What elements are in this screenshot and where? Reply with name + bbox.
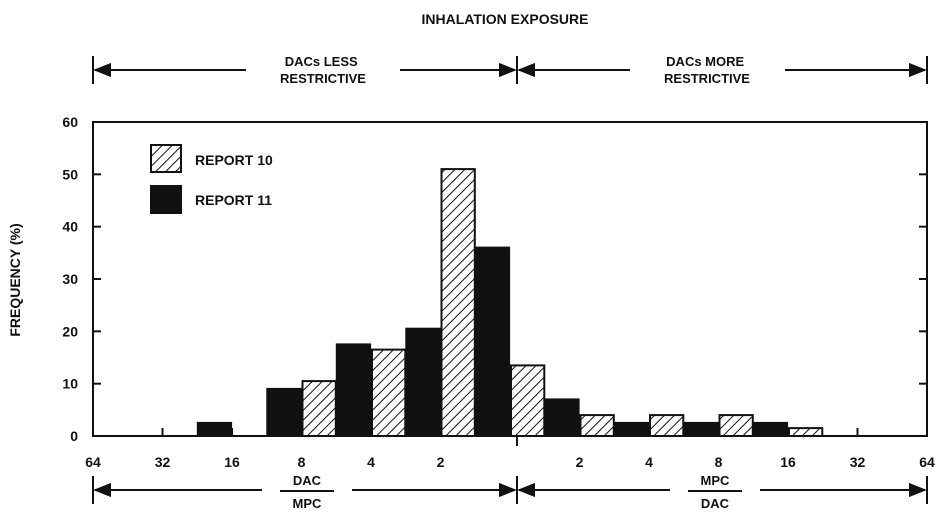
y-tick-label: 0 [70,428,78,444]
bar-report-11 [405,327,441,438]
bars [196,168,824,438]
y-axis: 0 10 20 30 40 50 60 [62,114,927,444]
legend: REPORT 10 REPORT 11 [150,144,273,214]
legend-label-report-10: REPORT 10 [195,152,273,168]
legend-label-report-11: REPORT 11 [195,192,272,208]
y-axis-label: FREQUENCY (%) [7,223,23,336]
x-tick-label: 16 [780,454,796,470]
x-tick-label: 4 [367,454,375,470]
bar-report-11 [266,387,302,437]
x-tick-label: 8 [715,454,723,470]
fraction-numerator-dac: DAC [293,473,322,488]
bar-report-11 [196,421,233,437]
legend-swatch-report-11 [150,185,182,214]
bar-report-11 [683,421,719,437]
x-tick-label: 8 [298,454,306,470]
legend-swatch-report-10 [150,144,182,173]
region-label-less-restrictive: DACs LESS RESTRICTIVE [280,54,366,86]
top-region-bracket [92,56,928,84]
bar-report-10 [718,414,754,438]
bottom-region-bracket [92,476,928,504]
bar-report-11 [544,398,580,437]
chart-title: INHALATION EXPOSURE [422,11,589,27]
bar-report-10 [788,427,824,438]
y-tick-label: 60 [62,114,78,130]
bar-report-11 [752,421,789,437]
bar-report-11 [613,421,650,437]
x-tick-label: 2 [576,454,584,470]
x-tick-label: 16 [224,454,240,470]
x-tick-label: 4 [645,454,653,470]
bar-report-10 [510,364,546,437]
x-tick-label: 64 [919,454,935,470]
bar-report-10 [371,348,407,438]
bar-report-10 [301,380,337,438]
y-tick-label: 10 [62,376,78,392]
region-label-more-restrictive: DACs MORE RESTRICTIVE [664,54,750,86]
x-tick-label: 2 [437,454,445,470]
y-tick-label: 50 [62,166,78,182]
bar-report-10 [440,168,476,437]
bar-report-10 [649,414,685,438]
fraction-numerator-mpc: MPC [701,473,731,488]
y-tick-label: 40 [62,219,78,235]
x-tick-label: 32 [155,454,171,470]
fraction-denominator-mpc: MPC [293,496,323,511]
bar-report-10 [579,414,615,438]
bar-report-11 [335,343,372,437]
y-tick-label: 30 [62,271,78,287]
x-tick-label: 64 [85,454,101,470]
x-tick-label: 32 [850,454,866,470]
bar-report-11 [474,246,511,437]
fraction-denominator-dac: DAC [701,496,730,511]
y-tick-label: 20 [62,323,78,339]
